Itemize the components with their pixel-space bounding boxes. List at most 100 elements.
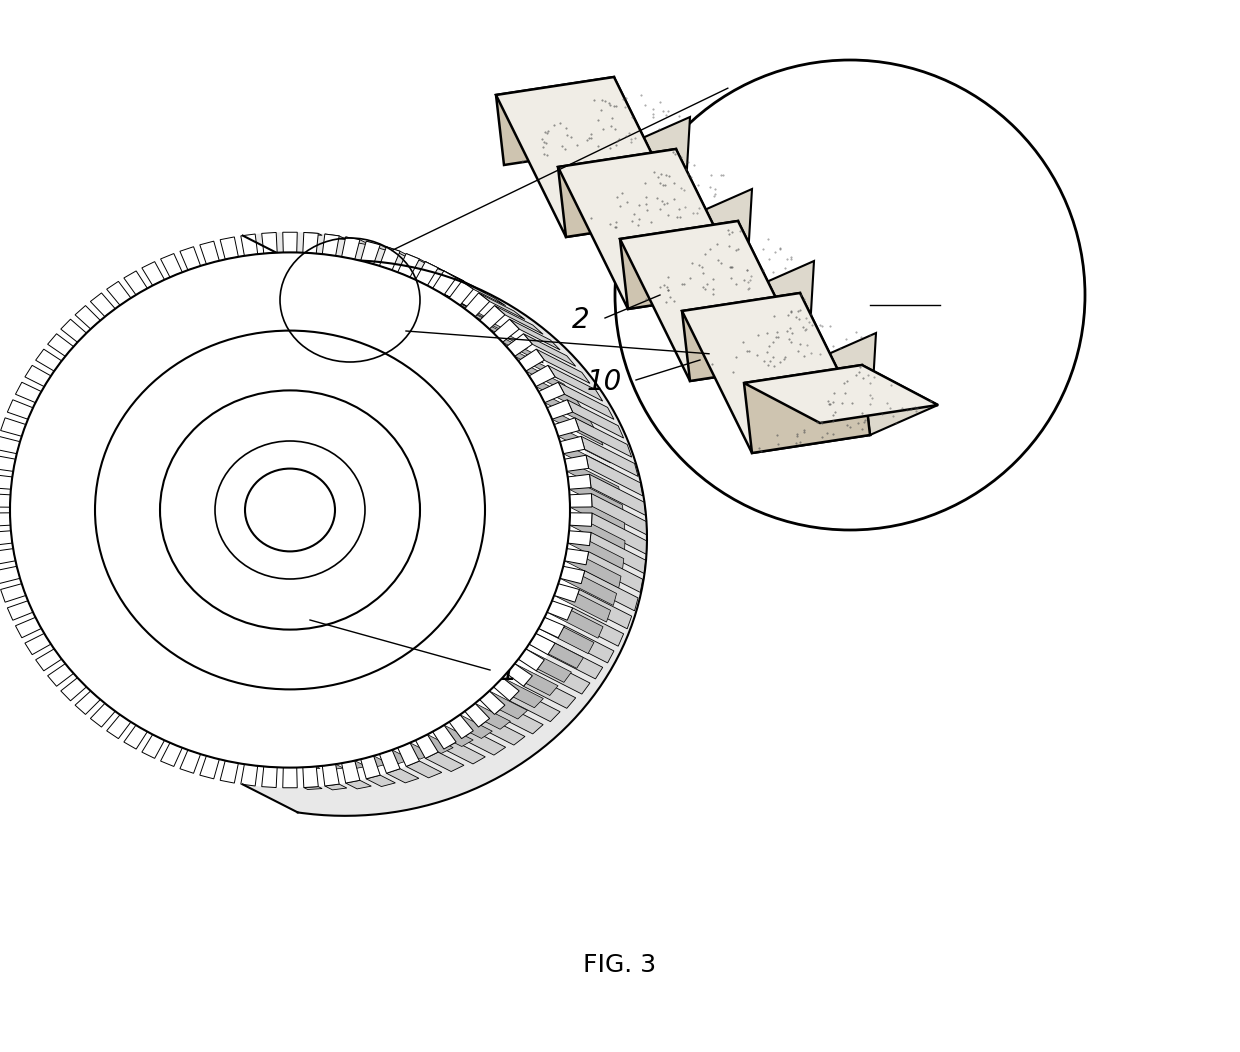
Polygon shape [322,764,343,770]
Polygon shape [536,660,590,694]
Polygon shape [283,232,298,252]
Polygon shape [433,288,474,309]
Polygon shape [25,365,51,386]
Polygon shape [569,493,591,507]
Polygon shape [398,254,419,278]
Polygon shape [241,764,258,786]
Polygon shape [342,761,366,769]
Polygon shape [304,232,322,236]
Polygon shape [0,531,12,546]
Polygon shape [0,456,16,471]
Polygon shape [547,601,573,621]
Polygon shape [560,566,585,584]
Polygon shape [682,294,808,381]
Polygon shape [91,292,115,317]
Polygon shape [538,618,594,653]
Polygon shape [303,232,319,254]
Polygon shape [1,584,26,602]
Polygon shape [61,319,87,342]
Polygon shape [564,549,589,565]
Polygon shape [569,494,625,535]
Polygon shape [7,400,33,420]
Polygon shape [322,255,343,260]
Polygon shape [554,418,579,437]
Polygon shape [465,704,511,729]
Polygon shape [529,376,583,411]
Polygon shape [494,677,543,708]
Polygon shape [1,418,26,437]
Polygon shape [589,474,646,515]
Polygon shape [0,474,12,489]
Polygon shape [800,294,875,434]
Polygon shape [560,437,585,453]
Polygon shape [303,767,319,788]
Polygon shape [547,408,603,445]
Polygon shape [0,566,20,584]
Polygon shape [564,456,589,471]
Polygon shape [480,691,505,714]
Polygon shape [415,280,453,299]
Polygon shape [744,365,937,423]
Polygon shape [582,437,639,477]
Polygon shape [241,234,258,256]
Polygon shape [180,247,201,270]
Polygon shape [283,768,298,788]
Polygon shape [449,281,474,305]
Polygon shape [554,584,610,622]
Circle shape [615,60,1085,530]
Polygon shape [322,764,340,786]
Polygon shape [361,261,389,271]
Text: 2: 2 [573,306,590,333]
Polygon shape [76,691,100,714]
Polygon shape [0,549,16,565]
Polygon shape [558,382,614,420]
Polygon shape [506,346,558,379]
Polygon shape [361,755,389,767]
Polygon shape [25,633,51,654]
Polygon shape [361,241,381,264]
Polygon shape [325,234,347,240]
Polygon shape [547,400,573,420]
Polygon shape [161,254,182,278]
Polygon shape [558,626,614,663]
Polygon shape [47,333,73,357]
Polygon shape [342,257,366,265]
Polygon shape [567,400,624,438]
Polygon shape [398,743,419,767]
Polygon shape [862,365,937,434]
Text: 10: 10 [587,368,622,396]
Polygon shape [591,493,647,535]
Polygon shape [506,664,532,686]
Polygon shape [325,784,347,790]
Polygon shape [425,262,464,281]
Polygon shape [536,349,590,383]
Polygon shape [569,512,591,526]
Polygon shape [433,725,474,747]
Polygon shape [461,731,506,755]
Polygon shape [433,271,456,295]
Polygon shape [510,691,560,722]
Polygon shape [568,531,591,546]
Text: FIG. 3: FIG. 3 [584,953,656,977]
Polygon shape [523,333,575,366]
Polygon shape [124,271,148,295]
Polygon shape [518,649,572,683]
Polygon shape [180,750,201,773]
Polygon shape [568,531,624,571]
Polygon shape [379,266,410,280]
Polygon shape [433,725,456,749]
Polygon shape [518,361,572,394]
Polygon shape [523,675,575,708]
Polygon shape [589,532,646,573]
Polygon shape [398,272,433,288]
Polygon shape [518,349,544,371]
Polygon shape [620,221,746,309]
Polygon shape [449,298,492,322]
Polygon shape [547,601,603,639]
Polygon shape [560,442,616,481]
Polygon shape [387,247,419,261]
Polygon shape [569,512,625,553]
Polygon shape [425,752,464,771]
Polygon shape [568,477,624,518]
Polygon shape [465,292,490,317]
